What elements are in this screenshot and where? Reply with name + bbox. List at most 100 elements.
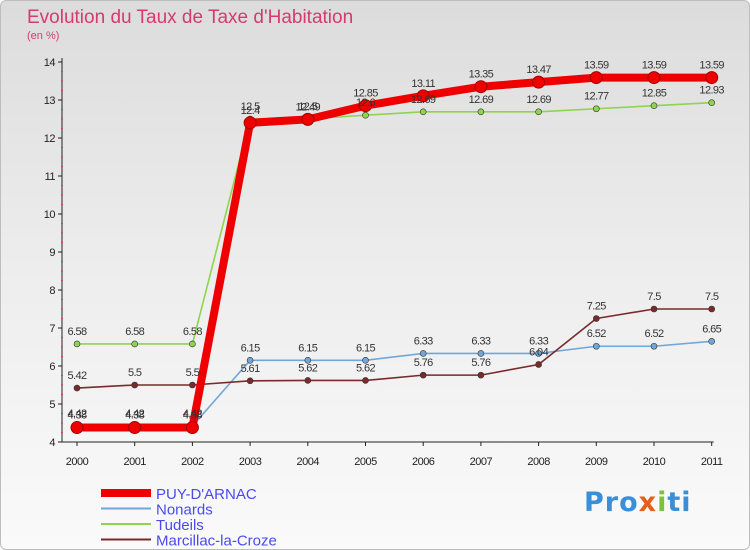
data-point (73, 340, 81, 348)
data-label: 6.33 (471, 335, 490, 347)
data-label: 12.85 (353, 88, 378, 100)
data-labels: 4.38 4.38 4.38 12.4 12.49 12.85 13.11 13.35 13.4… (67, 60, 725, 422)
data-label: 12.5 (298, 101, 317, 113)
data-label: 6.65 (702, 323, 721, 335)
data-label: 6.33 (529, 335, 548, 347)
data-point (304, 377, 312, 384)
x-tick-label: 2002 (181, 456, 204, 468)
y-tick-label: 8 (49, 285, 55, 297)
data-point (73, 384, 81, 392)
series-lines (70, 71, 719, 435)
data-label: 4.38 (125, 410, 144, 422)
data-label: 12.77 (584, 91, 609, 103)
legend: PUY-D'ARNACNonardsTudeilsMarcillac-la-Cr… (101, 486, 277, 550)
legend-label: Tudeils (156, 517, 204, 534)
data-point (477, 350, 485, 357)
data-label: 6.33 (414, 335, 433, 347)
series-line (76, 101, 713, 345)
data-label: 4.42 (125, 408, 144, 420)
data-point (362, 356, 369, 364)
x-tick-label: 2000 (66, 456, 89, 468)
data-label: 5.61 (241, 363, 260, 375)
data-label: 5.42 (67, 370, 86, 382)
data-point (535, 350, 542, 357)
data-label: 7.5 (705, 291, 719, 303)
legend-label: Nonards (156, 502, 213, 519)
data-point (362, 111, 369, 119)
data-label: 6.15 (241, 342, 260, 354)
data-point (708, 99, 716, 106)
data-label: 4.38 (67, 410, 86, 422)
data-point (592, 315, 600, 322)
legend-label: Marcillac-la-Croze (156, 533, 277, 550)
data-label: 4.38 (183, 410, 202, 422)
x-tick-label: 2007 (470, 456, 493, 468)
y-tick-label: 9 (49, 247, 55, 259)
data-label: 12.5 (241, 101, 260, 113)
data-label: 6.04 (529, 346, 548, 358)
y-tick-label: 4 (49, 437, 55, 449)
data-label: 13.47 (526, 64, 551, 76)
x-tick-label: 2008 (527, 456, 550, 468)
y-tick-label: 14 (44, 57, 56, 69)
data-label: 12.69 (526, 94, 551, 106)
chart-title: Evolution du Taux de Taxe d'Habitation (27, 7, 354, 28)
logo-part: i (657, 487, 668, 518)
y-tick-label: 12 (44, 133, 56, 145)
data-point (419, 371, 427, 379)
data-label: 4.42 (183, 408, 202, 420)
x-tick-label: 2006 (412, 456, 435, 468)
x-tick-label: 2003 (239, 456, 262, 468)
logo-part: x (638, 487, 658, 518)
y-tick-label: 5 (49, 399, 55, 411)
y-tick-label: 10 (44, 209, 56, 221)
data-label: 5.5 (186, 367, 200, 379)
data-point (246, 356, 254, 364)
logo-part: Pro (584, 487, 639, 518)
y-tick-label: 11 (45, 171, 56, 183)
logo-part: ti (667, 487, 692, 518)
chart-axes: 4 5 6 7 8 9 10 11 12 13 14 2000 2001 2002 2003 2004 2005… (44, 57, 724, 468)
y-tick-label: 6 (49, 361, 55, 373)
y-tick-label: 13 (44, 95, 56, 107)
data-point (592, 105, 600, 113)
x-tick-label: 2004 (297, 456, 320, 468)
data-label: 7.5 (647, 291, 661, 303)
data-label: 6.58 (183, 326, 202, 338)
data-label: 12.69 (411, 94, 436, 106)
data-point (70, 421, 84, 435)
data-point (185, 421, 199, 435)
data-point (131, 381, 138, 389)
data-point (131, 340, 138, 348)
data-point (128, 421, 142, 435)
data-label: 12.4 (241, 105, 260, 117)
data-point (189, 381, 196, 389)
data-label: 4.42 (67, 408, 86, 420)
data-point (535, 108, 542, 116)
data-point (474, 80, 488, 94)
data-label: 12.93 (699, 85, 724, 97)
data-point (589, 71, 603, 85)
data-point (650, 102, 658, 109)
chart-subtitle: (en %) (27, 30, 60, 42)
data-label: 6.58 (67, 326, 86, 338)
data-point (708, 305, 716, 313)
series-line (76, 308, 713, 389)
data-point (647, 71, 661, 85)
data-point (304, 356, 312, 364)
data-point (189, 340, 196, 348)
data-point (708, 337, 716, 345)
data-point (592, 342, 600, 350)
y-tick-label: 7 (49, 323, 55, 335)
data-label: 12.6 (356, 97, 375, 109)
series-line (73, 73, 716, 432)
data-point (705, 71, 719, 85)
x-tick-label: 2010 (643, 456, 666, 468)
data-label: 13.59 (699, 60, 724, 72)
x-tick-label: 2001 (123, 456, 146, 468)
data-label: 7.25 (587, 301, 606, 313)
x-tick-label: 2011 (701, 456, 723, 468)
data-point (477, 108, 485, 116)
